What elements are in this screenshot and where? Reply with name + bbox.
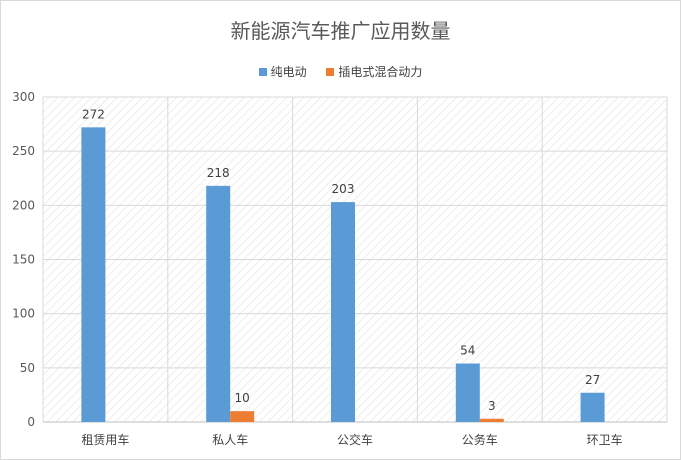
chart-title: 新能源汽车推广应用数量 xyxy=(230,19,451,43)
y-tick-label: 50 xyxy=(20,361,35,375)
bar-series-1 xyxy=(455,363,480,422)
bar-series-1 xyxy=(580,392,605,422)
legend-label-series-2: 插电式混合动力 xyxy=(338,65,423,79)
x-tick-label: 公务车 xyxy=(462,432,498,447)
bar-series-2 xyxy=(479,418,504,422)
legend-item-series-1: 纯电动 xyxy=(258,63,307,80)
bar-series-1 xyxy=(81,127,106,422)
data-label: 203 xyxy=(332,182,355,196)
x-tick-label: 租赁用车 xyxy=(81,432,129,447)
y-tick-label: 150 xyxy=(12,253,35,267)
x-tick-label: 环卫车 xyxy=(587,432,623,447)
legend-label-series-1: 纯电动 xyxy=(270,65,307,79)
legend-item-series-2: 插电式混合动力 xyxy=(326,63,422,80)
data-label: 54 xyxy=(460,344,475,358)
data-label: 27 xyxy=(585,373,600,387)
data-label: 10 xyxy=(235,391,250,405)
y-tick-label: 250 xyxy=(12,144,35,158)
y-tick-label: 200 xyxy=(12,198,35,212)
data-label: 272 xyxy=(82,107,105,121)
x-tick-label: 私人车 xyxy=(212,432,248,447)
bar-series-1 xyxy=(331,202,355,422)
data-label: 218 xyxy=(207,166,230,180)
data-label: 3 xyxy=(488,399,496,413)
legend-swatch-series-2 xyxy=(326,68,335,76)
bar-series-1 xyxy=(206,185,231,422)
y-tick-label: 100 xyxy=(12,307,35,321)
legend-swatch-series-1 xyxy=(258,68,267,76)
y-tick-label: 300 xyxy=(12,90,35,104)
bar-series-2 xyxy=(230,411,255,422)
x-tick-label: 公交车 xyxy=(337,432,373,447)
legend: 纯电动 插电式混合动力 xyxy=(1,63,680,80)
y-tick-label: 0 xyxy=(27,415,35,429)
